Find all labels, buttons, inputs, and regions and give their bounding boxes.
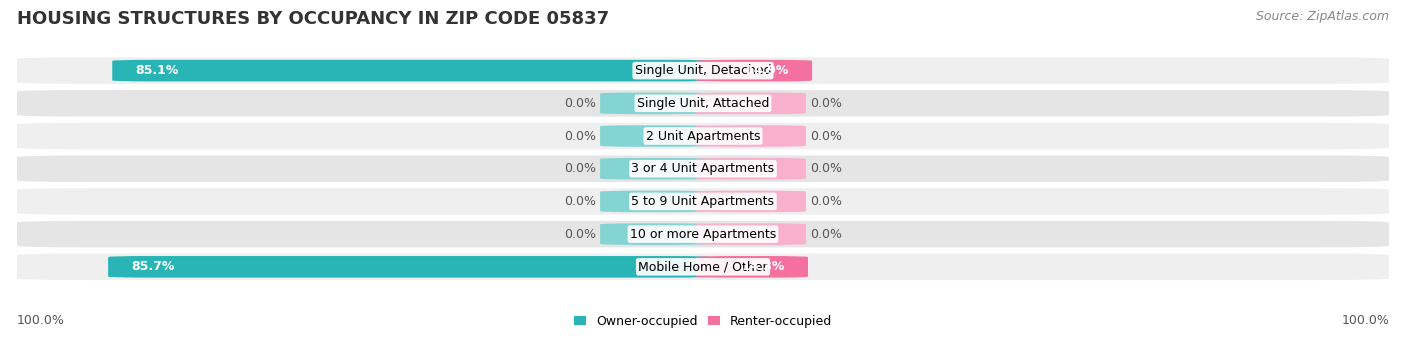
- Text: Single Unit, Detached: Single Unit, Detached: [634, 64, 772, 77]
- FancyBboxPatch shape: [600, 92, 710, 114]
- Legend: Owner-occupied, Renter-occupied: Owner-occupied, Renter-occupied: [568, 310, 838, 333]
- Text: 10 or more Apartments: 10 or more Apartments: [630, 228, 776, 241]
- Text: 0.0%: 0.0%: [564, 195, 596, 208]
- Text: 85.7%: 85.7%: [131, 260, 174, 273]
- Text: 2 Unit Apartments: 2 Unit Apartments: [645, 130, 761, 143]
- Text: 100.0%: 100.0%: [17, 314, 65, 327]
- FancyBboxPatch shape: [17, 57, 1389, 84]
- Text: Single Unit, Attached: Single Unit, Attached: [637, 97, 769, 110]
- FancyBboxPatch shape: [696, 92, 806, 114]
- Text: 0.0%: 0.0%: [564, 97, 596, 110]
- FancyBboxPatch shape: [112, 60, 710, 81]
- Text: HOUSING STRUCTURES BY OCCUPANCY IN ZIP CODE 05837: HOUSING STRUCTURES BY OCCUPANCY IN ZIP C…: [17, 10, 609, 28]
- Text: 0.0%: 0.0%: [810, 228, 842, 241]
- FancyBboxPatch shape: [696, 158, 806, 179]
- Text: 0.0%: 0.0%: [810, 162, 842, 175]
- FancyBboxPatch shape: [17, 188, 1389, 215]
- FancyBboxPatch shape: [17, 254, 1389, 280]
- Text: 0.0%: 0.0%: [564, 130, 596, 143]
- FancyBboxPatch shape: [17, 90, 1389, 117]
- FancyBboxPatch shape: [600, 191, 710, 212]
- Text: 14.3%: 14.3%: [741, 260, 785, 273]
- Text: Mobile Home / Other: Mobile Home / Other: [638, 260, 768, 273]
- Text: Source: ZipAtlas.com: Source: ZipAtlas.com: [1256, 10, 1389, 23]
- Text: 0.0%: 0.0%: [564, 162, 596, 175]
- FancyBboxPatch shape: [600, 125, 710, 147]
- FancyBboxPatch shape: [17, 123, 1389, 149]
- Text: 14.9%: 14.9%: [745, 64, 789, 77]
- Text: 0.0%: 0.0%: [810, 97, 842, 110]
- FancyBboxPatch shape: [696, 191, 806, 212]
- Text: 100.0%: 100.0%: [1341, 314, 1389, 327]
- FancyBboxPatch shape: [600, 158, 710, 179]
- Text: 5 to 9 Unit Apartments: 5 to 9 Unit Apartments: [631, 195, 775, 208]
- FancyBboxPatch shape: [696, 60, 813, 81]
- Text: 0.0%: 0.0%: [810, 195, 842, 208]
- FancyBboxPatch shape: [17, 221, 1389, 247]
- FancyBboxPatch shape: [696, 223, 806, 245]
- FancyBboxPatch shape: [696, 125, 806, 147]
- FancyBboxPatch shape: [696, 256, 808, 278]
- Text: 0.0%: 0.0%: [564, 228, 596, 241]
- FancyBboxPatch shape: [600, 223, 710, 245]
- FancyBboxPatch shape: [108, 256, 710, 278]
- Text: 0.0%: 0.0%: [810, 130, 842, 143]
- Text: 3 or 4 Unit Apartments: 3 or 4 Unit Apartments: [631, 162, 775, 175]
- Text: 85.1%: 85.1%: [135, 64, 179, 77]
- FancyBboxPatch shape: [17, 155, 1389, 182]
